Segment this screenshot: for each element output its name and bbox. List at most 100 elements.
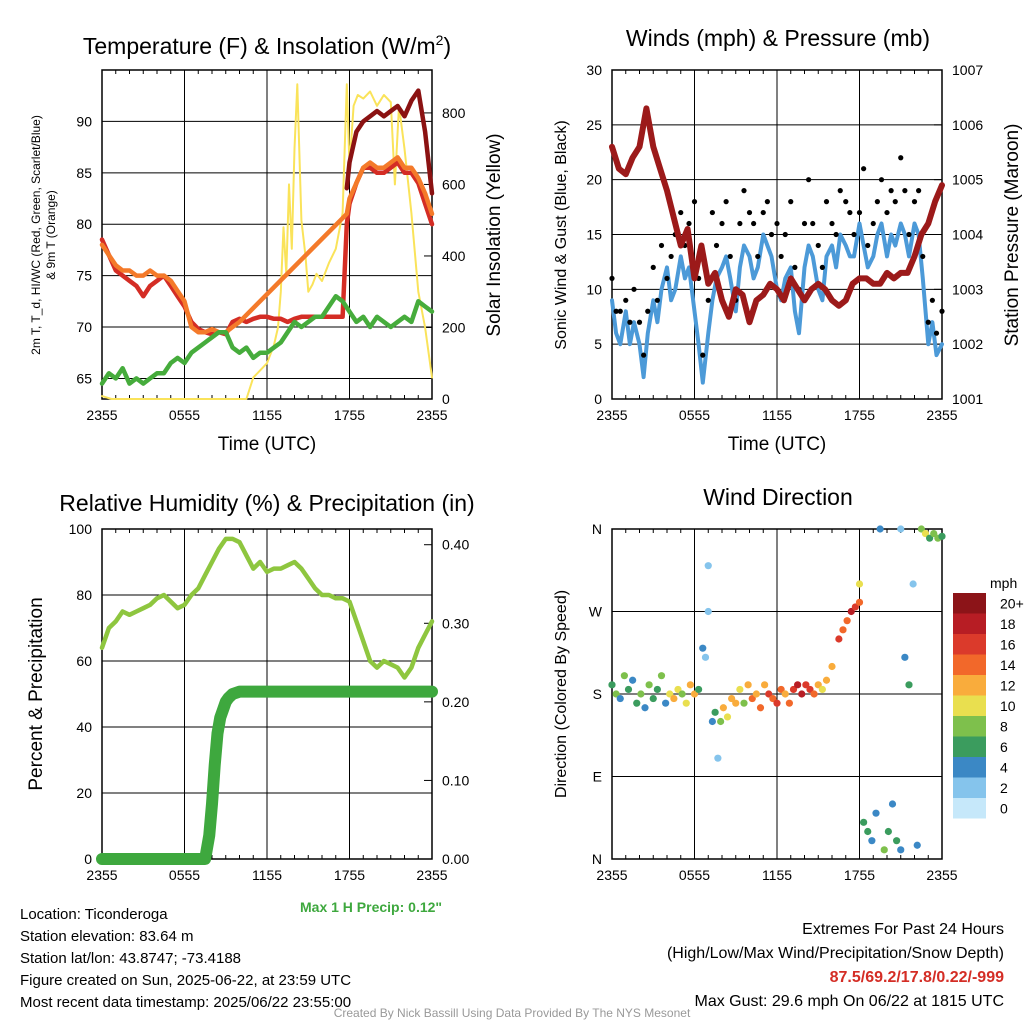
- wdir-point: [624, 685, 633, 694]
- wdir-point: [938, 532, 946, 540]
- gust-point: [861, 166, 867, 172]
- colorbar-label: 16: [1000, 636, 1016, 652]
- gust-point: [609, 275, 615, 281]
- wdir-point: [629, 676, 637, 684]
- rh-ytick-label: 20: [76, 785, 92, 801]
- wdir-point: [761, 681, 769, 689]
- elevation-text: Station elevation: 83.64 m: [20, 928, 194, 945]
- temp-ylabel-2: & 9m T (Orange): [44, 190, 58, 280]
- gust-point: [851, 231, 857, 238]
- gust-point: [645, 308, 651, 314]
- wdir-title: Wind Direction: [703, 484, 853, 510]
- rh-title: Relative Humidity (%) & Precipitation (i…: [59, 490, 474, 516]
- wdir-point: [686, 681, 694, 689]
- extremes-title: Extremes For Past 24 Hours: [802, 921, 1004, 938]
- gust-point: [898, 155, 904, 161]
- wdir-point: [794, 681, 802, 689]
- gust-point: [774, 220, 780, 227]
- wdir-point: [872, 809, 880, 817]
- rh-xtick-label: 0555: [169, 867, 200, 883]
- temp-plot-frame: [101, 69, 433, 400]
- rh-xtick-label: 2355: [416, 867, 447, 883]
- rh-xtick-label: 1755: [334, 867, 365, 883]
- winds-panel: Winds (mph) & Pressure (mb) 2355 0555 1155 1…: [553, 25, 1023, 455]
- gust-point: [737, 220, 743, 227]
- colorbar-swatch: [953, 675, 986, 696]
- gust-point: [636, 319, 643, 325]
- wdir-ylabel: Direction (Colored By Speed): [553, 590, 570, 798]
- wdir-point: [728, 694, 736, 703]
- wdir-point: [835, 635, 843, 643]
- rh-xtick-label: 1155: [252, 867, 282, 883]
- gust-point: [691, 199, 698, 205]
- credit-text: Created By Nick Bassill Using Data Provi…: [333, 1006, 691, 1020]
- gust-point: [906, 231, 912, 238]
- rh-ytick-label: 100: [69, 521, 93, 537]
- wdir-point: [880, 846, 888, 854]
- temp-ytick-label: 70: [76, 319, 92, 335]
- temp-y2tick-label: 400: [442, 248, 466, 264]
- gust-point: [650, 264, 656, 270]
- temp-y2tick-label: 200: [442, 319, 466, 335]
- wdir-point: [752, 690, 760, 698]
- winds-y2tick-label: 1004: [952, 227, 983, 243]
- wdir-point: [765, 690, 773, 698]
- winds-ytick-label: 20: [586, 172, 602, 188]
- rh-y2tick-label: 0.00: [442, 851, 469, 867]
- wdir-xtick-label: 1155: [762, 867, 792, 883]
- colorbar-swatch: [953, 736, 986, 757]
- gust-point: [925, 319, 931, 325]
- temp-y2tick-label: 0: [442, 391, 450, 407]
- wdir-point: [612, 690, 620, 698]
- gust-point: [617, 308, 623, 314]
- max-precip-label: Max 1 H Precip: 0.12": [300, 896, 442, 918]
- wdir-point: [897, 846, 905, 854]
- colorbar: mph 0 2 4 6 8 10 12 14 16 18 20+: [953, 575, 1024, 819]
- wdir-point: [843, 617, 851, 625]
- wdir-point: [645, 681, 653, 689]
- temp-xtick-label: 2355: [416, 407, 447, 423]
- wdir-point: [868, 837, 876, 845]
- pressure-line: [609, 105, 945, 326]
- wdir-point: [748, 694, 756, 703]
- temp-title: Temperature (F) & Insolation (W/m2): [83, 32, 451, 59]
- gust-point: [856, 209, 863, 216]
- colorbar-swatch: [953, 716, 986, 737]
- wdir-point: [637, 690, 645, 698]
- gust-point: [865, 242, 871, 249]
- colorbar-label: 6: [1000, 739, 1008, 755]
- winds-plot-frame: [611, 69, 943, 400]
- wdir-point: [714, 754, 722, 762]
- gust-point: [631, 286, 637, 292]
- wdir-point: [798, 690, 806, 698]
- gust-point: [788, 199, 794, 205]
- wdir-point: [674, 685, 682, 694]
- winds-y2tick-label: 1007: [952, 62, 983, 78]
- winds-xtick-label: 2355: [596, 407, 627, 423]
- gust-point: [933, 330, 940, 336]
- wdir-xtick-label: 2355: [926, 867, 957, 883]
- wdir-point: [704, 562, 712, 570]
- gust-point: [810, 220, 816, 227]
- gust-point: [768, 231, 775, 238]
- wdir-point: [876, 525, 884, 533]
- gust-point: [664, 275, 670, 281]
- winds-ylabel: Sonic Wind & Gust (Blue, Black): [553, 120, 570, 349]
- wdir-point: [666, 690, 674, 698]
- extremes-block: Extremes For Past 24 Hours (High/Low/Max…: [667, 918, 1004, 1014]
- rh-ytick-label: 0: [84, 851, 92, 867]
- wdir-point: [732, 699, 740, 707]
- gust-point: [847, 209, 853, 216]
- gust-point: [833, 231, 839, 238]
- gust-point: [823, 199, 830, 205]
- colorbar-label: 0: [1000, 800, 1008, 816]
- wdir-xtick-label: 1755: [844, 867, 875, 883]
- wdir-point: [641, 704, 649, 712]
- colorbar-label: 12: [1000, 677, 1016, 693]
- temp_red-line: [99, 160, 435, 337]
- wdir-point: [785, 699, 793, 707]
- rh-panel: Relative Humidity (%) & Precipitation (i…: [26, 490, 475, 883]
- wdir-point: [769, 694, 777, 703]
- wdir-point: [682, 699, 690, 707]
- wdir-point: [736, 685, 744, 694]
